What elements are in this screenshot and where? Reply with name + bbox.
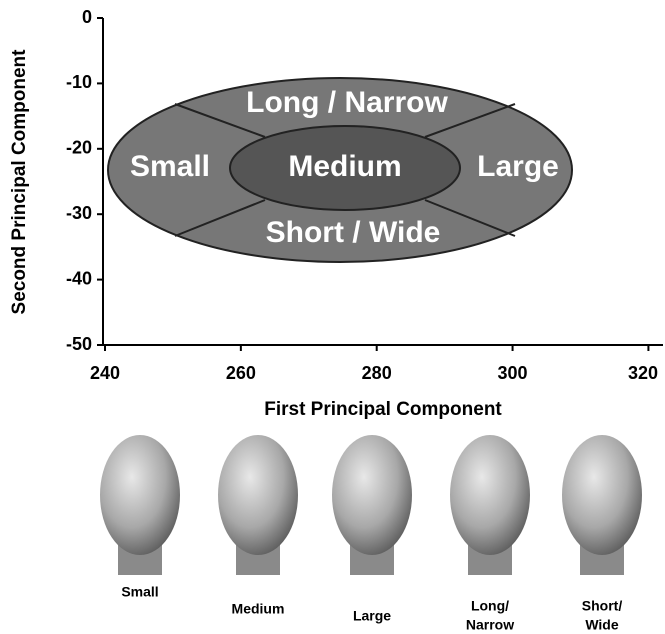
face-caption: Narrow bbox=[466, 617, 514, 633]
region-label: Small bbox=[130, 150, 210, 183]
y-axis-title: Second Principal Component bbox=[9, 49, 30, 315]
faces: Small Medium Large Long/Narrow Short/Wide bbox=[100, 435, 642, 633]
y-tick-label: -40 bbox=[66, 268, 92, 288]
x-tick-label: 240 bbox=[90, 363, 120, 383]
region-diagram: Long / Narrow Small Medium Large Short /… bbox=[107, 77, 573, 263]
region-label: Large bbox=[477, 150, 559, 183]
head bbox=[218, 435, 298, 555]
region-label: Short / Wide bbox=[266, 216, 441, 249]
x-tick-label: 260 bbox=[226, 363, 256, 383]
head bbox=[450, 435, 530, 555]
y-tick-label: -50 bbox=[66, 334, 92, 354]
x-tick-label: 280 bbox=[362, 363, 392, 383]
y-tick-label: 0 bbox=[82, 7, 92, 27]
y-tick-label: -20 bbox=[66, 138, 92, 158]
x-tick-label: 320 bbox=[628, 363, 658, 383]
x-tick-label: 300 bbox=[498, 363, 528, 383]
face-caption: Medium bbox=[232, 601, 285, 617]
region-label: Medium bbox=[288, 150, 401, 183]
face-caption: Small bbox=[121, 584, 158, 600]
y-tick-label: -30 bbox=[66, 203, 92, 223]
inner-ellipse bbox=[229, 125, 461, 211]
head bbox=[562, 435, 642, 555]
face-caption: Short/ bbox=[582, 598, 623, 614]
face-caption: Wide bbox=[585, 617, 619, 633]
head bbox=[100, 435, 180, 555]
face-caption: Large bbox=[353, 608, 391, 624]
x-axis-title: First Principal Component bbox=[264, 399, 502, 420]
dividers bbox=[174, 103, 516, 237]
y-tick-label: -10 bbox=[66, 72, 92, 92]
face-caption: Long/ bbox=[471, 598, 509, 614]
region-label: Long / Narrow bbox=[246, 86, 448, 119]
head bbox=[332, 435, 412, 555]
